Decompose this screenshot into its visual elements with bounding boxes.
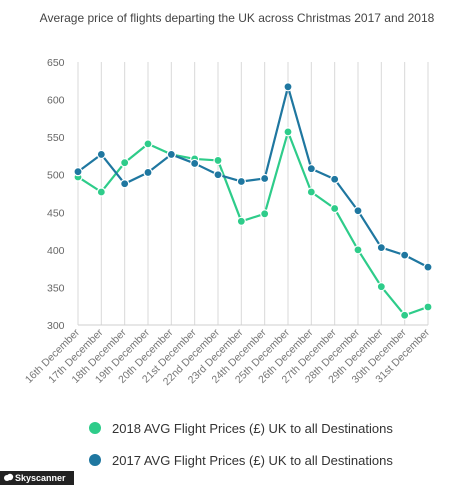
y-axis: 300 350 400 450 500 550 600 650 [47, 57, 65, 332]
series-0-point [236, 216, 246, 226]
chart-title: Average price of flights departing the U… [40, 11, 435, 25]
series-1-point [190, 158, 200, 169]
series-1-point [306, 164, 316, 174]
series-line-1 [77, 85, 429, 269]
legend: 2018 AVG Flight Prices (£) UK to all Des… [89, 421, 393, 468]
credit-background [0, 471, 74, 485]
legend-swatch-1 [89, 454, 101, 466]
series-1-point [400, 250, 410, 260]
y-tick-label: 600 [47, 95, 65, 107]
series-0-point [283, 127, 293, 137]
series-line-0 [77, 130, 429, 317]
series-1-point [213, 170, 223, 180]
series-0-point [143, 139, 153, 149]
series-0-point [423, 302, 433, 312]
series-0-point [330, 203, 340, 214]
series-0-point [400, 310, 410, 320]
series-0-point [120, 158, 130, 168]
series-1-point [330, 174, 340, 184]
series-1-point [236, 176, 246, 187]
series-0-point [376, 282, 386, 292]
y-tick-label: 550 [47, 132, 65, 144]
cloud-icon [4, 473, 14, 481]
legend-swatch-0 [89, 422, 101, 434]
series-0-point [96, 187, 106, 197]
series-0-point [353, 245, 363, 255]
series-1-point [423, 262, 433, 272]
y-tick-label: 650 [47, 57, 65, 69]
series-1-point [96, 149, 106, 160]
series-0-point [260, 209, 270, 219]
series-1-point [143, 167, 153, 178]
series-group [73, 82, 433, 320]
series-1-point [120, 179, 130, 189]
series-1-point [376, 243, 386, 253]
credit-badge: Skyscanner [0, 471, 74, 485]
y-tick-label: 400 [47, 245, 65, 257]
series-1-point [73, 167, 83, 177]
credit-text: Skyscanner [15, 473, 66, 483]
series-0-point [213, 155, 223, 166]
series-1-point [260, 173, 270, 184]
legend-label-1: 2017 AVG Flight Prices (£) UK to all Des… [112, 453, 393, 468]
y-tick-label: 450 [47, 207, 65, 219]
series-1-point [353, 206, 363, 216]
y-tick-label: 500 [47, 170, 65, 182]
series-1-point [283, 82, 293, 92]
series-1-point [166, 149, 176, 160]
legend-label-0: 2018 AVG Flight Prices (£) UK to all Des… [112, 421, 393, 436]
y-tick-label: 300 [47, 320, 65, 332]
y-tick-label: 350 [47, 282, 65, 294]
series-0-point [306, 187, 316, 197]
grid [77, 62, 429, 326]
